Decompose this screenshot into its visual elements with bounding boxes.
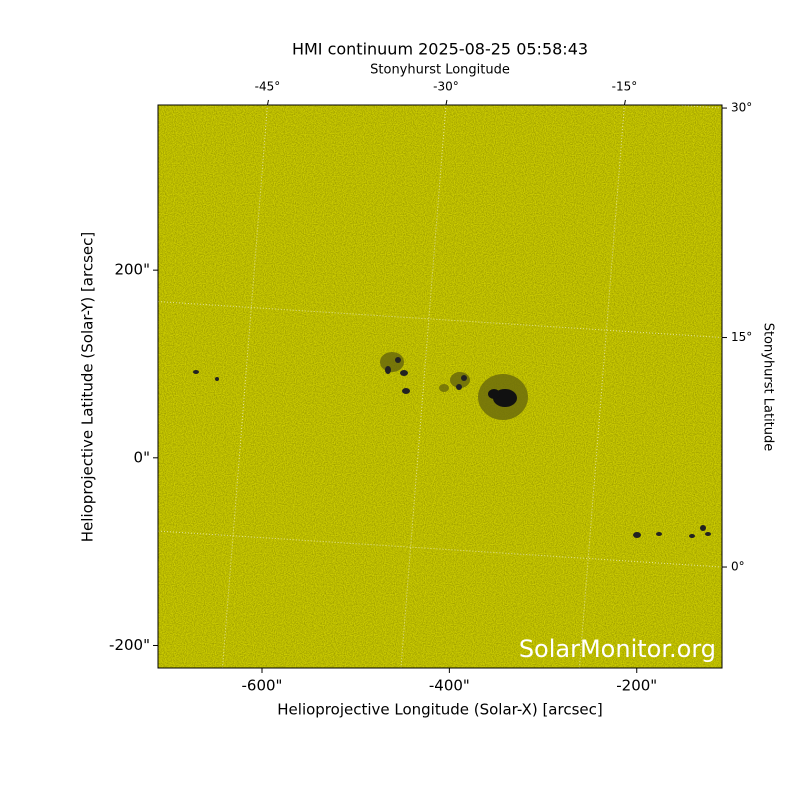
y-axis-label: Helioprojective Latitude (Solar-Y) [arcs… bbox=[79, 232, 97, 542]
y-tick-label: 0" bbox=[134, 448, 150, 466]
y2-axis-label: Stonyhurst Latitude bbox=[761, 323, 776, 452]
y2-tick-label: 0° bbox=[731, 560, 745, 574]
x-tick-label: -400" bbox=[429, 677, 470, 695]
x2-tick bbox=[445, 99, 448, 106]
x2-tick bbox=[266, 99, 269, 106]
longitude-grid-line bbox=[400, 105, 447, 668]
x-tick-label: -600" bbox=[242, 677, 283, 695]
x-tick-label: -200" bbox=[616, 677, 657, 695]
y-tick-label: -200" bbox=[109, 636, 150, 654]
y2-tick-label: 15° bbox=[731, 330, 752, 344]
sunspots bbox=[193, 352, 711, 538]
latitude-grid-line bbox=[158, 530, 722, 568]
x2-axis-label: Stonyhurst Longitude bbox=[370, 63, 510, 78]
longitude-grid-line bbox=[578, 105, 625, 668]
latitude-grid-line bbox=[158, 301, 722, 339]
x-axis-label: Helioprojective Longitude (Solar-X) [arc… bbox=[277, 701, 602, 719]
y-tick-label: 200" bbox=[114, 261, 150, 279]
x2-tick-label: -45° bbox=[255, 80, 281, 94]
watermark: SolarMonitor.org bbox=[519, 635, 716, 663]
plot-frame bbox=[157, 104, 723, 669]
x2-tick-label: -15° bbox=[612, 80, 638, 94]
longitude-grid-line bbox=[221, 105, 268, 668]
x2-tick-label: -30° bbox=[433, 80, 459, 94]
chart-title: HMI continuum 2025-08-25 05:58:43 bbox=[292, 40, 588, 59]
y2-tick-label: 30° bbox=[731, 101, 752, 115]
x2-tick bbox=[623, 99, 626, 106]
graticule bbox=[158, 105, 722, 668]
